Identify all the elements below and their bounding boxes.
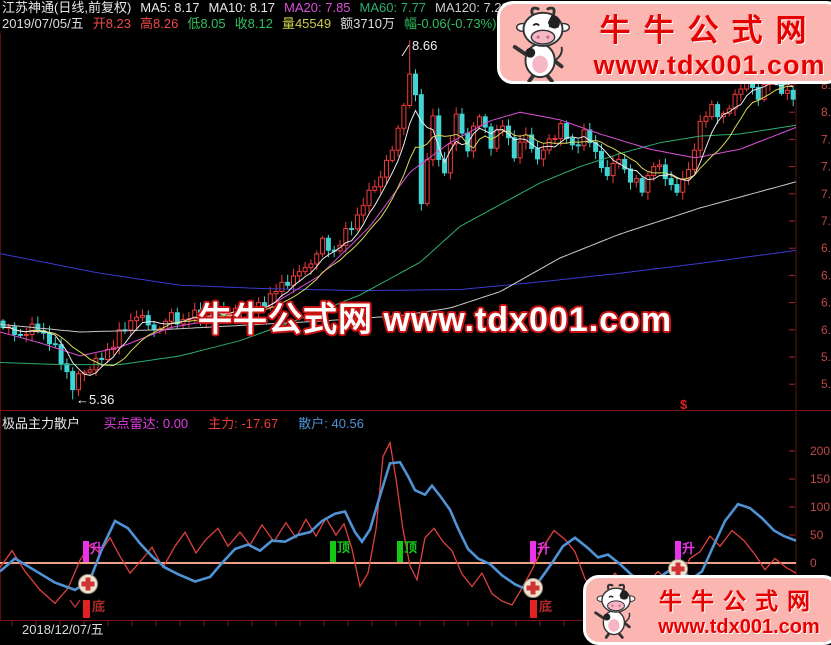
watermark-site-name: 牛牛公式网 (659, 587, 819, 614)
svg-text:升: 升 (682, 541, 695, 556)
svg-text:6.75: 6.75 (821, 241, 831, 255)
svg-text:7.50: 7.50 (821, 160, 831, 174)
stock-info-segment: 幅-0.06(-0.73%) (404, 16, 497, 31)
svg-text:8.25: 8.25 (821, 78, 831, 92)
stock-info-segment: MA10: 8.17 (208, 0, 276, 15)
svg-text:顶: 顶 (404, 540, 417, 555)
svg-text:8.66: 8.66 (412, 38, 437, 53)
svg-text:200: 200 (810, 444, 830, 458)
svg-text:5.50: 5.50 (821, 377, 831, 391)
svg-text:7.75: 7.75 (821, 132, 831, 146)
watermark-site-name: 牛牛公式网 (599, 12, 820, 48)
cow-mascot-icon (594, 583, 636, 639)
indicator-signals: 升底 顶 顶 升底 升 (69, 540, 695, 618)
svg-text:升: 升 (537, 541, 550, 556)
stock-info-segment: MA20: 7.85 (284, 0, 351, 15)
indicator-name: 极品主力散户 (2, 416, 81, 431)
stock-info-segment: 2019/07/05/五 (2, 16, 84, 31)
svg-text:150: 150 (810, 472, 830, 486)
svg-text:0: 0 (810, 556, 817, 570)
indicator-chart[interactable] (0, 440, 796, 606)
date-axis: 2018/12/07/五 (11, 621, 781, 635)
stock-info-segment: 额3710万 (340, 16, 396, 31)
svg-text:5.75: 5.75 (821, 350, 831, 364)
svg-text:底: 底 (539, 599, 552, 614)
indicator-value-segment: 买点雷达: 0.00 (103, 416, 189, 431)
watermark-site-url: www.tdx001.com (593, 49, 826, 80)
stock-info-segment: 开8.23 (92, 16, 131, 31)
stock-info-segment: 高8.26 (140, 16, 179, 31)
price-axis: 8.25 8.00 7.75 7.50 7.25 7.00 6.75 6.50 6.25 6.00… (789, 78, 831, 570)
stock-info-segment: 收8.12 (234, 16, 273, 31)
stock-info-segment: 量45549 (281, 16, 332, 31)
center-watermark: 牛牛公式网 www.tdx001.com (198, 301, 673, 339)
svg-text:6.25: 6.25 (821, 296, 831, 310)
svg-text:顶: 顶 (337, 540, 350, 555)
svg-text:6.00: 6.00 (821, 323, 831, 337)
stock-info-segment: MA120: 7.28 (435, 0, 509, 15)
watermark-banner-bottom: 牛牛公式网 www.tdx001.com (583, 575, 831, 645)
stock-info-segment: MA60: 7.77 (359, 0, 427, 15)
watermark-banner-top: 牛牛公式网 www.tdx001.com (497, 1, 831, 84)
svg-text:7.25: 7.25 (821, 187, 831, 201)
svg-text:50: 50 (810, 528, 824, 542)
price-annotations: 8.66 ←5.36 $ (76, 38, 688, 412)
main-price-chart[interactable] (0, 40, 797, 400)
indicator-value-segment: 散户: 40.56 (298, 416, 365, 431)
svg-text:$: $ (680, 397, 688, 412)
svg-text:6.50: 6.50 (821, 268, 831, 282)
svg-text:2018/12/07/五: 2018/12/07/五 (22, 622, 104, 635)
svg-text:底: 底 (92, 599, 105, 614)
svg-text:升: 升 (90, 541, 103, 556)
svg-text:8.00: 8.00 (821, 105, 831, 119)
svg-text:←5.36: ←5.36 (76, 392, 114, 407)
indicator-value-segment: 主力: -17.67 (208, 416, 279, 431)
stock-info-segment: 江苏神通(日线,前复权) (2, 0, 132, 15)
indicator-header: 极品主力散户 买点雷达: 0.00 主力: -17.67 散户: 40.56 (2, 413, 384, 432)
svg-text:100: 100 (810, 500, 830, 514)
watermark-site-url: www.tdx001.com (658, 615, 820, 638)
stock-info-line1: 江苏神通(日线,前复权) MA5: 8.17 MA10: 8.17 MA20: 7.8… (2, 0, 572, 16)
stock-info-segment: 低8.05 (187, 16, 226, 31)
svg-text:7.00: 7.00 (821, 214, 831, 228)
cow-mascot-icon (512, 6, 571, 82)
stock-info-segment: MA5: 8.17 (140, 0, 200, 15)
